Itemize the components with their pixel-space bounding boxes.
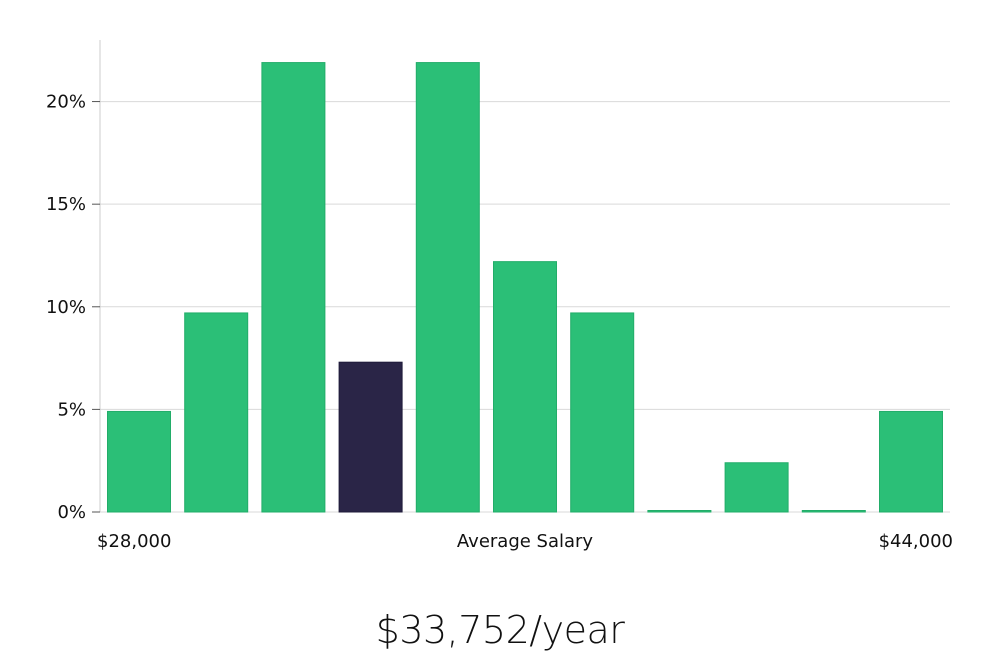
histogram-bar-highlighted — [338, 361, 403, 513]
y-tick-label: 15% — [46, 194, 86, 215]
histogram-bar — [493, 261, 557, 513]
y-tick-label: 0% — [57, 502, 86, 523]
histogram-bar — [261, 62, 326, 513]
x-axis-start-label: $28,000 — [97, 531, 171, 552]
y-tick-label: 10% — [46, 297, 86, 318]
y-tick-label: 5% — [57, 399, 86, 420]
histogram-bar — [724, 462, 789, 513]
histogram-bar — [647, 510, 712, 513]
average-salary-value: $33,752/year — [375, 608, 625, 652]
histogram-bar — [879, 410, 943, 513]
histogram-bar — [801, 510, 866, 513]
y-tick-label: 20% — [46, 92, 86, 113]
histogram-bar — [184, 312, 249, 513]
histogram-bar — [415, 62, 480, 513]
histogram-bars — [107, 62, 943, 513]
x-axis-title: Average Salary — [457, 531, 594, 552]
y-axis-ticks: 0% 5% 10% 15% 20% — [46, 92, 100, 523]
salary-histogram: 0% 5% 10% 15% 20% $28,000 Average Salary $44… — [46, 40, 953, 552]
histogram-bar — [570, 312, 635, 513]
x-axis-end-label: $44,000 — [879, 531, 953, 552]
histogram-bar — [107, 410, 171, 513]
